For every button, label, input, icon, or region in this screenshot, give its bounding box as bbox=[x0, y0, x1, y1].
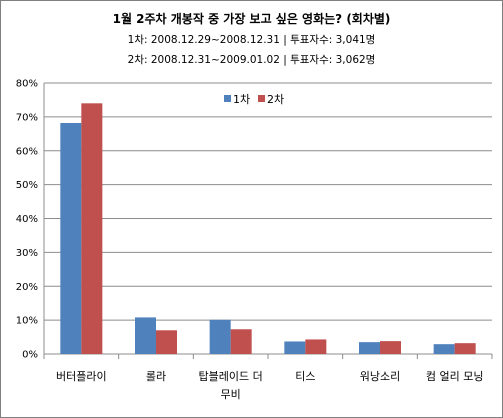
bar-2-1 bbox=[156, 330, 177, 354]
category-label: 롤라 bbox=[146, 370, 166, 383]
y-tick-label: 30% bbox=[16, 248, 38, 259]
bar-2-3 bbox=[305, 339, 327, 354]
chart-subtitle-2: 2차: 2008.12.31~2009.01.02 | 투표자수: 3,062명 bbox=[127, 54, 376, 66]
y-tick-label: 50% bbox=[16, 180, 38, 191]
y-tick-label: 40% bbox=[16, 214, 38, 225]
bar-1-1 bbox=[135, 317, 156, 354]
bar-2-4 bbox=[380, 341, 401, 354]
y-tick-label: 70% bbox=[16, 112, 38, 123]
legend-swatch-2 bbox=[258, 95, 265, 102]
y-tick-label: 10% bbox=[16, 316, 38, 327]
bar-1-5 bbox=[433, 344, 455, 354]
category-label: 탑블레이드 더 bbox=[199, 370, 263, 383]
legend-label-1: 1차 bbox=[233, 93, 250, 106]
legend-swatch-1 bbox=[224, 95, 231, 102]
y-tick-label: 0% bbox=[22, 350, 38, 361]
bar-2-0 bbox=[81, 103, 103, 354]
bar-1-4 bbox=[359, 342, 380, 354]
chart-subtitle-1: 1차: 2008.12.29~2008.12.31 | 투표자수: 3,041명 bbox=[127, 34, 376, 46]
y-tick-label: 20% bbox=[16, 282, 38, 293]
bar-2-2 bbox=[230, 329, 252, 354]
category-label: 워낭소리 bbox=[360, 370, 400, 383]
y-tick-label: 80% bbox=[16, 79, 38, 90]
category-label: 티스 bbox=[295, 370, 315, 383]
bar-1-0 bbox=[60, 122, 82, 354]
bar-1-2 bbox=[209, 319, 231, 354]
bar-1-3 bbox=[284, 341, 306, 354]
chart-title: 1월 2주차 개봉작 중 가장 보고 싶은 영화는? (회차별) bbox=[112, 12, 391, 26]
category-label: 버터플라이 bbox=[56, 370, 107, 383]
bar-2-5 bbox=[454, 343, 476, 354]
category-label: 무비 bbox=[221, 388, 241, 401]
legend-label-2: 2차 bbox=[267, 93, 284, 106]
category-label: 컴 얼리 모닝 bbox=[426, 369, 484, 383]
y-tick-label: 60% bbox=[16, 146, 38, 157]
